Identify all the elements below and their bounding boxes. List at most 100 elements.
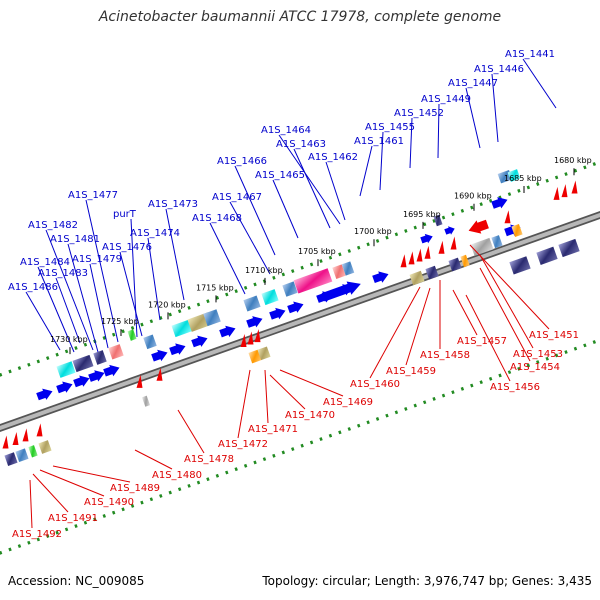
gene-label-bottom: A1S_1454 xyxy=(510,362,560,373)
gene-label-top: A1S_1483 xyxy=(38,268,88,279)
genome-backbone xyxy=(0,211,600,432)
leader-line-top xyxy=(130,218,138,338)
gene-label-bottom: A1S_1456 xyxy=(490,382,540,393)
forward-gene-arrow xyxy=(420,233,433,244)
gene-block-orange xyxy=(248,349,262,364)
gene-block-navy xyxy=(433,214,443,227)
leader-line-bottom xyxy=(279,369,344,397)
gene-label-top: A1S_1467 xyxy=(212,192,262,203)
leader-line-bottom xyxy=(29,479,33,529)
scale-label: 1685 kbp xyxy=(504,174,542,183)
forward-gene-arrow xyxy=(103,364,120,377)
leader-line-top xyxy=(409,117,413,169)
reverse-gene-arrow xyxy=(504,210,511,224)
reverse-gene-arrow xyxy=(36,423,43,437)
forward-gene-arrow xyxy=(191,335,208,348)
gene-label-top: A1S_1455 xyxy=(365,122,415,133)
gene-block-orange xyxy=(460,254,470,268)
gene-label-bottom: A1S_1492 xyxy=(12,529,62,540)
gene-block-navy xyxy=(72,354,94,373)
gene-block-salmon xyxy=(108,344,124,360)
reverse-gene-arrow xyxy=(450,236,457,250)
gene-block-steel xyxy=(341,261,355,276)
forward-gene-arrow xyxy=(151,349,168,362)
gene-block-steel xyxy=(203,309,221,327)
forward-gene-arrow xyxy=(56,381,73,394)
leader-line-bottom xyxy=(134,449,173,470)
leader-line-bottom xyxy=(32,473,69,513)
leader-line-top xyxy=(278,134,341,225)
forward-gene-arrow xyxy=(287,301,304,314)
gene-label-top: A1S_1465 xyxy=(255,170,305,181)
reverse-gene-arrow xyxy=(408,251,415,265)
gene-block-cyan xyxy=(56,361,76,378)
gene-label-top: A1S_1468 xyxy=(192,213,242,224)
leader-line-bottom xyxy=(264,369,269,424)
leader-line-bottom xyxy=(469,244,550,330)
gene-label-top: A1S_1481 xyxy=(50,234,100,245)
forward-gene-arrow xyxy=(219,325,236,338)
gene-block-steel xyxy=(243,295,261,312)
gene-label-top: A1S_1466 xyxy=(217,156,267,167)
gene-label-bottom: A1S_1472 xyxy=(218,439,268,450)
genome-map: 1730 kbp 1725 kbp 1720 kbp 1715 kbp 1710 kbp… xyxy=(0,49,600,555)
gene-block-pink xyxy=(293,268,333,294)
leader-line-top xyxy=(85,199,119,343)
gene-label-bottom: A1S_1457 xyxy=(457,336,507,347)
forward-gene-block xyxy=(558,238,580,258)
forward-gene-arrow xyxy=(246,316,263,328)
gene-label-bottom: A1S_1480 xyxy=(152,470,202,481)
forward-gene-arrow xyxy=(169,343,186,356)
scale-ticks: 1730 kbp 1725 kbp 1720 kbp 1715 kbp 1710 kbp… xyxy=(50,156,592,355)
leader-line-bottom xyxy=(52,465,131,483)
gene-label-top: A1S_1449 xyxy=(421,94,471,105)
leader-line-bottom xyxy=(405,287,431,366)
reverse-gene-arrow xyxy=(2,435,9,449)
backbone-highlight xyxy=(0,212,600,431)
leader-line-top xyxy=(359,145,373,197)
gene-block-olive xyxy=(257,346,271,361)
leader-line-top xyxy=(325,161,346,221)
gene-block-olive xyxy=(38,440,52,454)
gene-label-top: A1S_1441 xyxy=(505,49,555,60)
gene-label-bottom: A1S_1453 xyxy=(513,349,563,360)
leader-line-top xyxy=(272,179,299,239)
reverse-gene-arrow xyxy=(468,219,489,234)
gene-block-steel xyxy=(143,334,157,350)
forward-gene-arrow xyxy=(444,226,455,235)
leader-line-bottom xyxy=(237,369,251,439)
leader-line-top xyxy=(25,291,61,351)
leader-line-bottom xyxy=(465,294,511,382)
scale-label: 1690 kbp xyxy=(454,192,492,201)
gene-block-green xyxy=(127,329,137,341)
forward-gene-arrow xyxy=(88,370,105,382)
gene-label-top: A1S_1462 xyxy=(308,152,358,163)
gene-label-bottom: A1S_1460 xyxy=(350,379,400,390)
forward-gene-arrow xyxy=(269,307,286,320)
leader-line-top xyxy=(465,87,481,149)
leader-line-bottom xyxy=(369,286,421,379)
scale-label: 1715 kbp xyxy=(196,283,234,292)
gene-label-top: A1S_1464 xyxy=(261,125,311,136)
forward-gene-block xyxy=(536,246,558,265)
leader-line-top xyxy=(119,251,143,337)
reverse-gene-arrow xyxy=(247,331,254,345)
leader-line-bottom xyxy=(39,469,105,497)
gene-label-bottom: A1S_1489 xyxy=(110,483,160,494)
gene-features xyxy=(2,169,580,466)
scale-label: 1680 kbp xyxy=(554,156,592,165)
reverse-gene-arrow xyxy=(553,186,560,200)
leader-line-top xyxy=(491,73,499,143)
forward-gene-arrow xyxy=(491,197,508,209)
leader-line-top xyxy=(522,58,557,109)
gene-label-bottom: A1S_1458 xyxy=(420,350,470,361)
gene-label-top: A1S_1482 xyxy=(28,220,78,231)
gene-label-bottom: A1S_1470 xyxy=(285,410,335,421)
gene-label-top: A1S_1486 xyxy=(8,282,58,293)
gene-block-orange xyxy=(511,223,523,238)
label-leader-lines xyxy=(25,58,557,529)
gene-label-bottom: A1S_1471 xyxy=(248,424,298,435)
gene-label-top: A1S_1473 xyxy=(148,199,198,210)
reverse-gene-arrow xyxy=(571,180,578,194)
gene-label-bottom: A1S_1478 xyxy=(184,454,234,465)
